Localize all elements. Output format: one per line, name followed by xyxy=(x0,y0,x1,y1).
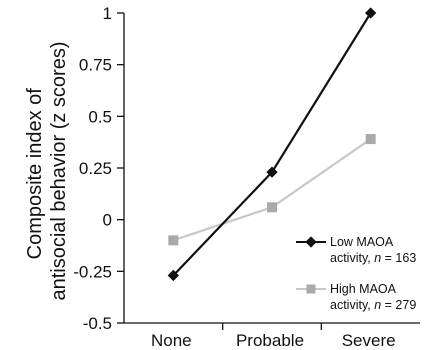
data-point xyxy=(167,269,179,282)
x-ticks: None Probable Severe xyxy=(151,323,396,350)
legend-low-line-1: Low MAOA xyxy=(330,235,394,249)
legend-low-prefix: activity, xyxy=(330,251,374,265)
y-tick-label: -0.5 xyxy=(83,314,112,333)
legend-high-n-value: = 279 xyxy=(381,298,416,312)
legend-high-line-2: activity, n = 279 xyxy=(330,298,416,312)
legend-high-prefix: activity, xyxy=(330,298,374,312)
data-point xyxy=(365,7,377,19)
y-axis-title: Composite index of antisocial behavior (… xyxy=(24,42,70,301)
y-axis-title-line-2: antisocial behavior (z scores) xyxy=(48,42,70,301)
x-tick-label: None xyxy=(151,331,192,350)
series-layer xyxy=(167,7,377,282)
series-line xyxy=(172,138,372,242)
data-point xyxy=(267,202,277,213)
y-tick-label: -0.25 xyxy=(73,262,112,281)
x-tick-label: Probable xyxy=(236,331,304,350)
y-tick-label: 0.5 xyxy=(88,107,112,126)
legend-low-n-value: = 163 xyxy=(381,251,416,265)
legend-high-n-symbol: n xyxy=(374,298,381,312)
legend-high-line-1: High MAOA xyxy=(330,282,397,296)
legend-label-high-maoa: High MAOA activity, n = 279 xyxy=(330,282,416,312)
legend-label-low-maoa: Low MAOA activity, n = 163 xyxy=(330,235,416,265)
y-tick-label: 0.75 xyxy=(79,56,112,75)
y-tick-label: 0.25 xyxy=(79,159,112,178)
legend-low-line-2: activity, n = 163 xyxy=(330,251,416,265)
x-tick-label: Severe xyxy=(342,331,396,350)
legend: Low MAOA activity, n = 163 High MAOA act… xyxy=(296,235,416,312)
data-point xyxy=(168,235,179,246)
legend-low-n-symbol: n xyxy=(374,251,381,265)
y-axis-title-line-1: Composite index of xyxy=(24,88,46,260)
data-point xyxy=(266,166,278,178)
legend-marker-square-icon xyxy=(306,284,316,294)
y-ticks: 1 0.75 0.5 0.25 0 -0.25 -0.5 xyxy=(73,4,124,333)
legend-marker-diamond-icon xyxy=(305,236,317,248)
y-tick-label: 1 xyxy=(103,4,112,23)
data-point xyxy=(365,134,376,145)
y-tick-label: 0 xyxy=(103,211,112,230)
